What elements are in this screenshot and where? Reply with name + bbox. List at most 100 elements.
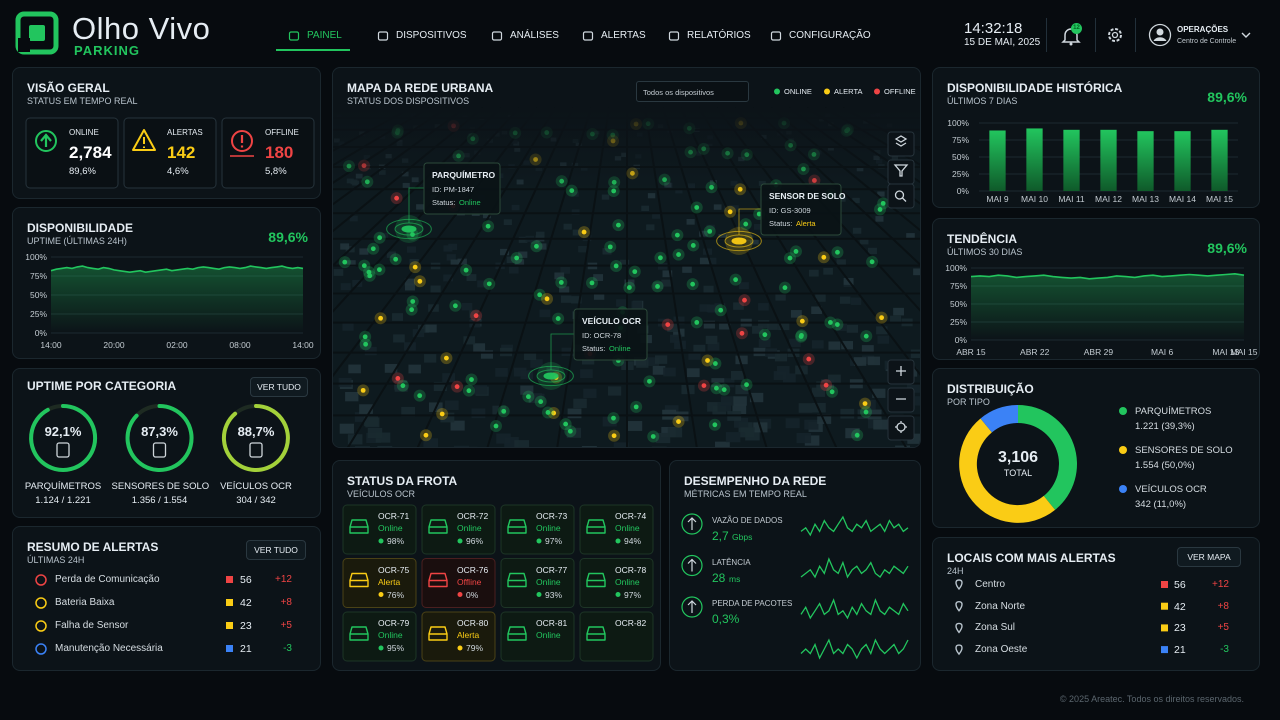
row-count: 56 [240, 574, 252, 586]
y-tick-label: 0% [957, 186, 970, 196]
nav-icon[interactable] [668, 30, 680, 42]
map-control[interactable] [887, 131, 915, 157]
headline-value: 89,6% [268, 229, 308, 245]
x-tick-label: MAI 6 [1151, 347, 1173, 357]
alert-icon [35, 597, 47, 609]
bar [1100, 129, 1117, 191]
gauge-icon [249, 442, 263, 458]
status-share: 89,6% [69, 166, 96, 177]
y-tick-label: 0% [955, 335, 968, 345]
nav-item[interactable]: PAINEL [307, 30, 342, 41]
trend-panel: TENDÊNCIA ÚLTIMOS 30 DIAS 89,6% 100% 75% 50% 2… [932, 218, 1260, 360]
row-change: +12 [275, 574, 292, 585]
vehicle-card [421, 504, 496, 555]
vehicle-icon [349, 626, 369, 641]
x-tick-label: MAI 15 [1231, 347, 1258, 357]
callout-box [573, 308, 648, 361]
button[interactable]: VER TUDO [250, 377, 308, 397]
header: Olho Vivo PARKING 14:32:18 15 DE MAI, 20… [0, 0, 1280, 60]
panel-title: DISTRIBUIÇÃO [947, 382, 1034, 396]
vehicle-status: Online [536, 630, 561, 640]
metric-unit: Gbps [732, 532, 753, 542]
map-control[interactable] [887, 415, 915, 441]
user-role[interactable]: Centro de Controle [1177, 38, 1237, 45]
map-control-icon[interactable] [893, 164, 909, 177]
row-change: +12 [1212, 579, 1229, 590]
legend-label: ONLINE [784, 87, 812, 96]
status-share: 5,8% [265, 166, 287, 177]
panel-title: DISPONIBILIDADE HISTÓRICA [947, 81, 1123, 95]
availability-panel: DISPONIBILIDADE UPTIME (ÚLTIMAS 24H) 89,6%… [12, 207, 321, 359]
y-tick-label: 0% [35, 328, 48, 338]
y-tick-label: 50% [950, 299, 967, 309]
callout-id: ID: GS-3009 [769, 206, 811, 215]
legend-value: 1.554 (50,0%) [1135, 460, 1195, 471]
vehicle-id: OCR-79 [378, 618, 410, 628]
vehicle-id: OCR-77 [536, 564, 568, 575]
metric-label: PERDA DE PACOTES [712, 599, 793, 608]
x-tick-label: MAI 13 [1132, 194, 1159, 204]
nav-item[interactable]: ALERTAS [601, 30, 646, 41]
metric-value: 2,7 [712, 529, 729, 543]
row-label: Manutenção Necessária [55, 643, 163, 654]
user-name[interactable]: OPERAÇÕES [1177, 25, 1229, 34]
map-control-icon[interactable] [894, 135, 908, 147]
vehicle-card [500, 558, 575, 608]
y-tick-label: 100% [947, 118, 969, 128]
map-control[interactable] [887, 387, 915, 413]
x-tick-label: 02:00 [166, 340, 188, 350]
area [51, 266, 303, 333]
user-menu-caret[interactable] [1241, 32, 1251, 40]
row-swatch [226, 622, 233, 629]
button[interactable]: VER TUDO [246, 540, 306, 560]
nav-item[interactable]: CONFIGURAÇÃO [789, 30, 871, 41]
panel-graphics [800, 557, 909, 579]
button[interactable]: VER MAPA [1177, 547, 1241, 567]
x-tick-label: MAI 10 [1021, 194, 1048, 204]
x-tick-label: MAI 13 [1212, 347, 1239, 357]
brand: Olho Vivo [72, 11, 211, 46]
y-tick-label: 75% [30, 271, 47, 281]
nav-icon[interactable] [377, 30, 389, 42]
gauge-arc [125, 404, 194, 472]
bar [1137, 131, 1154, 191]
vehicle-icon [586, 519, 606, 534]
map-control[interactable] [887, 183, 915, 209]
panel-graphics: 100% 75% 50% 25% 0% MAI 9 MAI 10 MAI 11 MAI 12 MA… [947, 118, 1238, 204]
row-change: -3 [1220, 644, 1229, 656]
vehicle-card [579, 558, 654, 608]
map-control-icon[interactable] [896, 366, 906, 376]
gauge-value: 92,1% [44, 424, 82, 439]
row-label: Zona Sul [975, 622, 1016, 634]
history-panel: DISPONIBILIDADE HISTÓRICA ÚLTIMOS 7 DIAS 8… [932, 67, 1260, 208]
x-tick-label: 14:00 [292, 340, 314, 350]
vehicle-battery: 76% [387, 589, 405, 600]
logo-icon [15, 11, 59, 55]
nav-item[interactable]: DISPOSITIVOS [396, 30, 467, 41]
settings-button[interactable] [1106, 26, 1124, 44]
map-control-icon[interactable] [894, 190, 907, 202]
panel-subtitle: ÚLTIMAS 24H [27, 555, 85, 565]
nav-item[interactable]: RELATÓRIOS [687, 30, 751, 41]
vehicle-battery: 98% [387, 536, 405, 546]
nav-icon[interactable] [288, 30, 300, 42]
row-label: Falha de Sensor [55, 620, 129, 631]
map-control[interactable] [887, 159, 915, 185]
row-label: Bateria Baixa [55, 597, 115, 608]
user-avatar[interactable] [1148, 23, 1172, 47]
bar [1063, 129, 1080, 191]
gauge-count: 1.124 / 1.221 [35, 495, 91, 506]
map-pin-ring [401, 225, 417, 233]
panel-graphics [25, 117, 315, 189]
nav-icon[interactable] [770, 30, 782, 42]
nav-icon[interactable] [582, 30, 594, 42]
vehicle-status-dot [536, 538, 542, 544]
legend-label: OFFLINE [884, 87, 916, 96]
panel-title: TENDÊNCIA [947, 232, 1018, 246]
nav-item[interactable]: ANÁLISES [510, 30, 559, 41]
x-tick-label: MAI 14 [1169, 194, 1196, 204]
device-filter[interactable]: Todos os dispositivos [636, 81, 749, 102]
map-control-icon[interactable] [895, 421, 907, 433]
nav-icon[interactable] [491, 30, 503, 42]
map-pin-glow [395, 215, 423, 243]
